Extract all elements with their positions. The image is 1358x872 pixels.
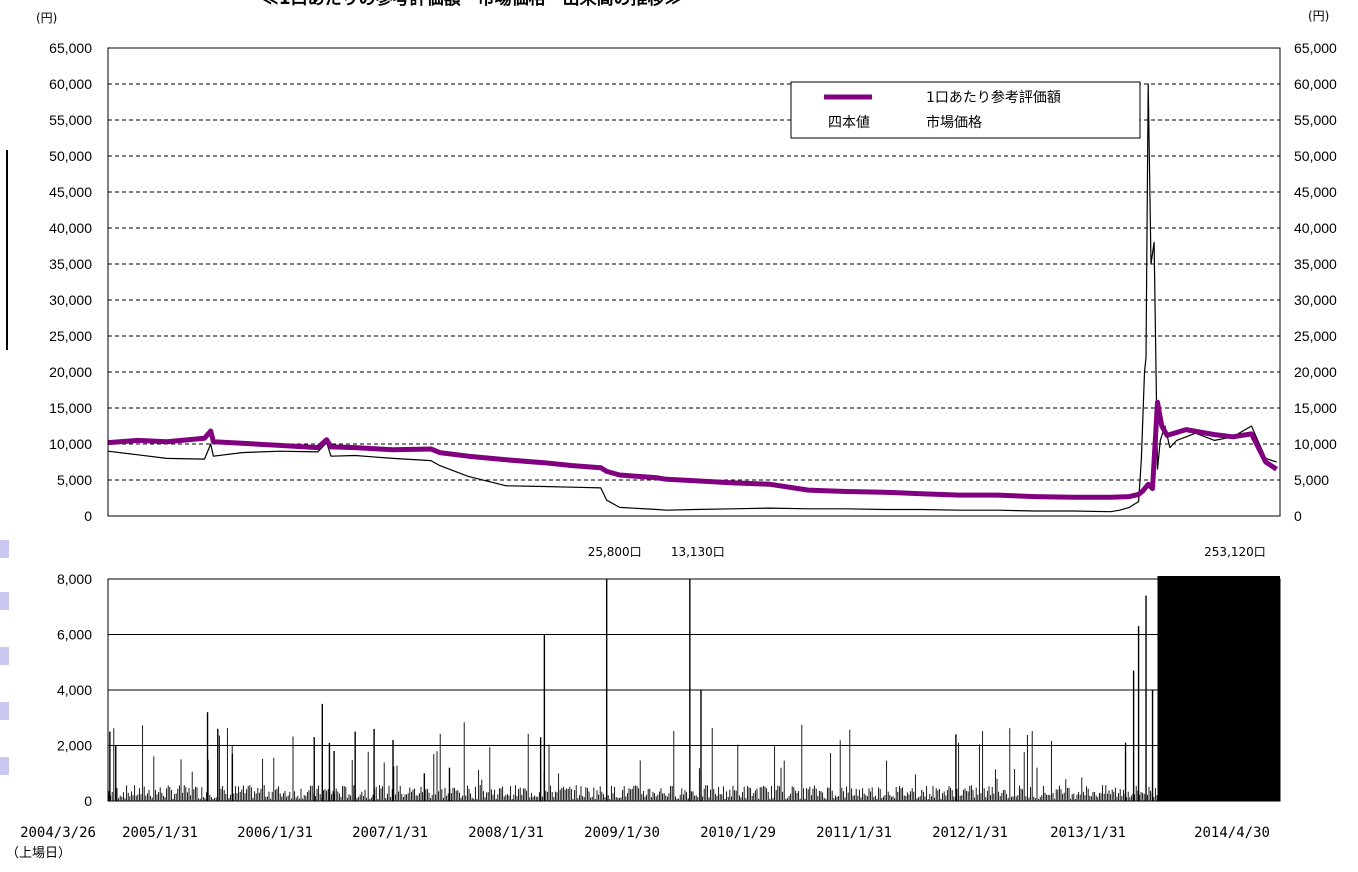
price-y-tick-left: 0	[84, 508, 92, 524]
volume-y-tick: 2,000	[57, 738, 92, 754]
left-edge-block	[0, 757, 9, 775]
legend-market-label: 市場価格	[926, 114, 982, 131]
x-tick-label: 2005/1/31	[122, 825, 198, 841]
price-y-tick-right: 0	[1294, 508, 1302, 524]
left-edge-block	[0, 592, 9, 610]
price-y-tick-right: 60,000	[1294, 76, 1337, 92]
unit-label-left: (円)	[36, 11, 57, 25]
price-y-tick-left: 45,000	[49, 184, 92, 200]
price-y-tick-left: 15,000	[49, 400, 92, 416]
price-y-tick-left: 20,000	[49, 364, 92, 380]
x-tick-label: 2013/1/31	[1050, 825, 1126, 841]
left-edge-blocks	[0, 540, 9, 775]
volume-y-axis-left: 0 2,000 4,000 6,000 8,000	[57, 571, 92, 809]
price-y-tick-right: 25,000	[1294, 328, 1337, 344]
volume-y-tick: 8,000	[57, 571, 92, 587]
volume-bar-dense-block	[1157, 576, 1280, 801]
price-y-tick-right: 40,000	[1294, 220, 1337, 236]
price-y-tick-right: 65,000	[1294, 40, 1337, 56]
price-y-tick-left: 5,000	[57, 472, 92, 488]
price-y-tick-left: 30,000	[49, 292, 92, 308]
volume-bars	[108, 576, 1280, 801]
x-tick-label: 2006/1/31	[237, 825, 313, 841]
price-y-tick-right: 20,000	[1294, 364, 1337, 380]
legend-market-symbol: 四本値	[828, 115, 870, 131]
price-y-tick-left: 60,000	[49, 76, 92, 92]
left-edge-block	[0, 540, 9, 558]
volume-annotation: 253,120口	[1204, 545, 1266, 559]
price-y-tick-right: 5,000	[1294, 472, 1329, 488]
price-series-group	[107, 83, 1278, 513]
price-y-tick-left: 40,000	[49, 220, 92, 236]
price-y-tick-right: 15,000	[1294, 400, 1337, 416]
x-tick-label: 2012/1/31	[932, 825, 1008, 841]
left-edge-block	[0, 702, 9, 720]
price-y-tick-left: 25,000	[49, 328, 92, 344]
volume-y-tick: 0	[84, 793, 92, 809]
price-y-tick-right: 50,000	[1294, 148, 1337, 164]
volume-annotation: 25,800口	[588, 545, 642, 559]
price-grid	[108, 83, 1280, 481]
volume-y-tick: 6,000	[57, 627, 92, 643]
legend-box	[790, 81, 1141, 139]
price-y-tick-right: 45,000	[1294, 184, 1337, 200]
legend: 1口あたり参考評価額 四本値 市場価格	[790, 81, 1141, 139]
volume-y-tick: 4,000	[57, 682, 92, 698]
volume-annotation: 13,130口	[671, 545, 725, 559]
x-tick-label: 2011/1/31	[816, 825, 892, 841]
price-y-axis-right: 0 5,000 10,000 15,000 20,000 25,000 30,000 35,0…	[1294, 40, 1337, 524]
price-plot-frame	[107, 47, 1281, 517]
left-edge-line	[6, 150, 8, 350]
x-tick-label: 2014/4/30	[1194, 825, 1270, 841]
x-tick-label: 2004/3/26	[20, 825, 96, 841]
x-tick-label: 2008/1/31	[468, 825, 544, 841]
volume-plot-frame	[107, 578, 1281, 802]
price-y-tick-right: 35,000	[1294, 256, 1337, 272]
price-y-tick-left: 10,000	[49, 436, 92, 452]
x-axis-sub-label: （上場日）	[6, 846, 71, 861]
x-tick-label: 2010/1/29	[700, 825, 776, 841]
volume-annotations: 25,800口 13,130口 253,120口	[588, 545, 1266, 559]
price-y-tick-right: 55,000	[1294, 112, 1337, 128]
price-y-axis-left: 0 5,000 10,000 15,000 20,000 25,000 30,000 35,0…	[49, 40, 92, 524]
price-y-tick-left: 50,000	[49, 148, 92, 164]
volume-grid	[108, 634, 1280, 746]
chart-title: ≪1口あたりの参考評価額・市場価格・出来高の推移≫	[261, 0, 682, 9]
price-y-tick-left: 55,000	[49, 112, 92, 128]
price-y-tick-right: 10,000	[1294, 436, 1337, 452]
price-y-tick-left: 35,000	[49, 256, 92, 272]
x-tick-label: 2007/1/31	[352, 825, 428, 841]
price-y-tick-right: 30,000	[1294, 292, 1337, 308]
left-edge-block	[0, 647, 9, 665]
price-y-tick-left: 65,000	[49, 40, 92, 56]
nav-series-line	[107, 399, 1278, 500]
legend-nav-label: 1口あたり参考評価額	[926, 89, 1061, 106]
x-axis-labels: 2004/3/26 2005/1/31 2006/1/31 2007/1/31 2008…	[20, 825, 1270, 841]
x-tick-label: 2009/1/30	[584, 825, 660, 841]
unit-label-right: (円)	[1308, 9, 1329, 23]
